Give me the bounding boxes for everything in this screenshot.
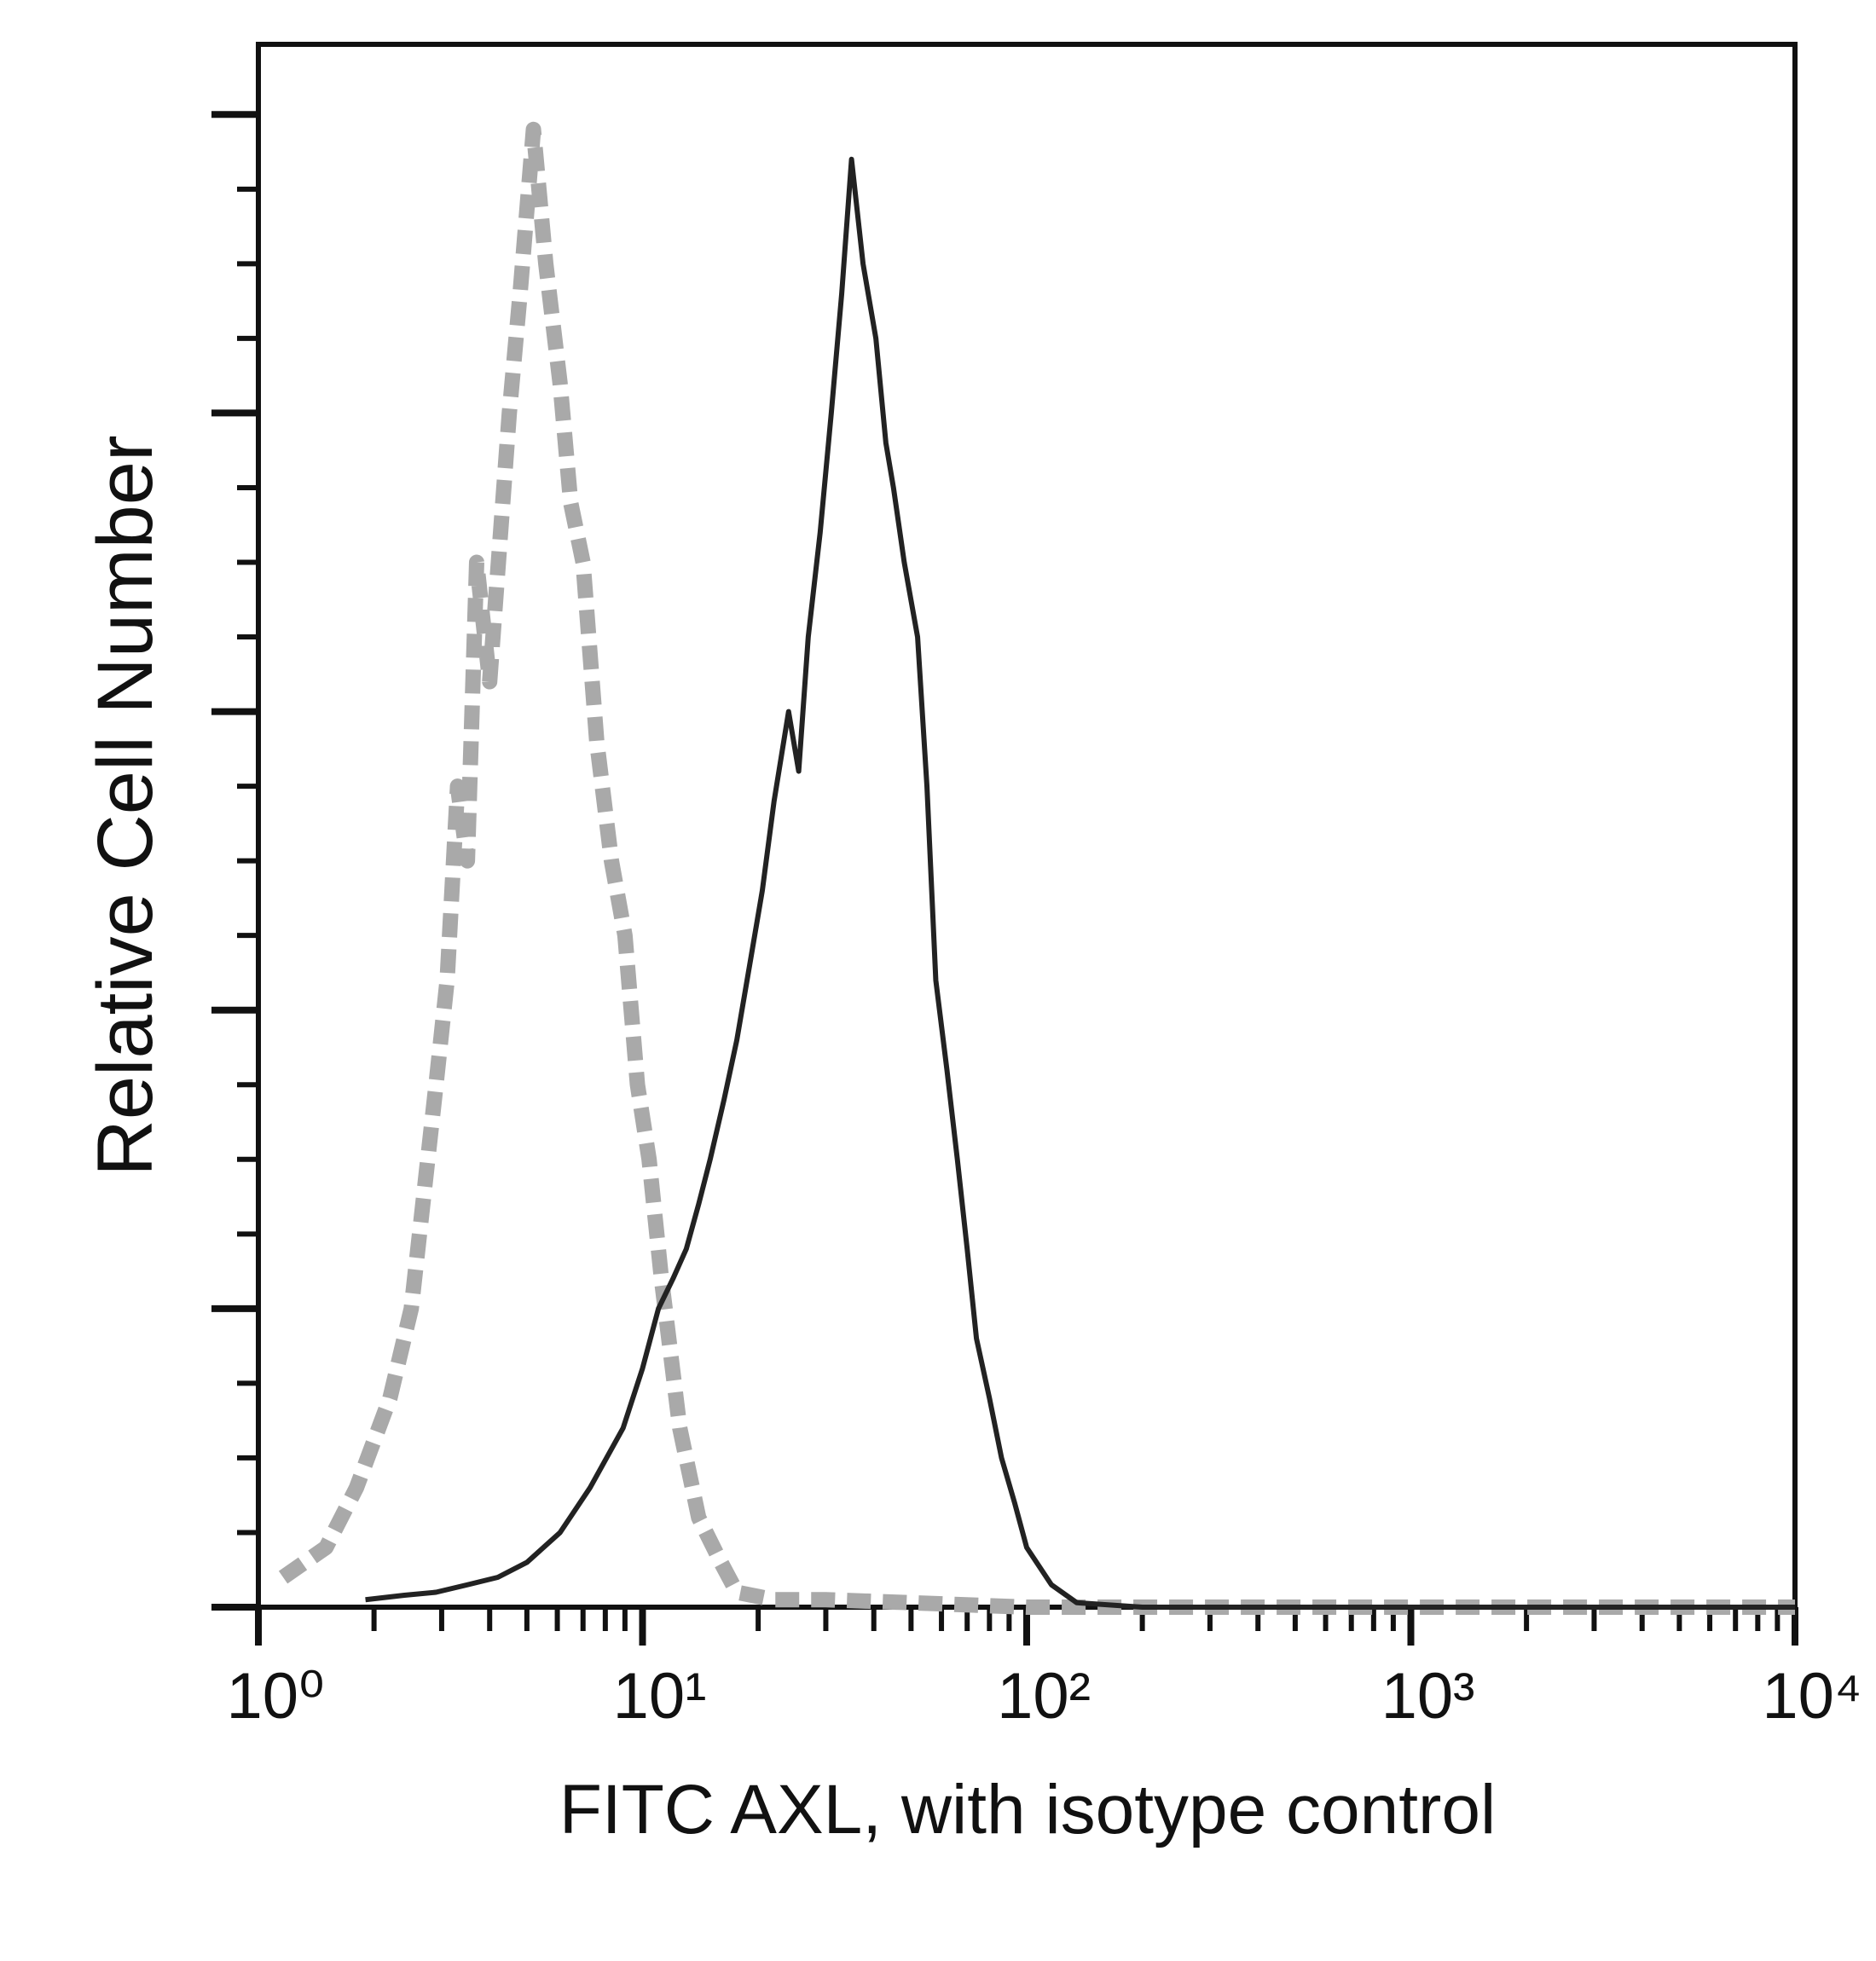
histogram-line bbox=[278, 121, 1795, 1615]
y-axis-title: Relative Cell Number bbox=[82, 435, 169, 1176]
x-tick-label: 10¹ bbox=[613, 1660, 707, 1733]
x-tick-label: 10³ bbox=[1381, 1660, 1475, 1733]
histogram-line bbox=[365, 156, 1795, 1610]
plot-frame bbox=[256, 42, 1798, 1610]
x-axis-title: FITC AXL, with isotype control bbox=[559, 1771, 1496, 1848]
x-tick-label: 10⁰ bbox=[226, 1660, 324, 1733]
x-tick-label: 10² bbox=[997, 1660, 1091, 1733]
x-tick-label: 10⁴ bbox=[1762, 1660, 1862, 1733]
